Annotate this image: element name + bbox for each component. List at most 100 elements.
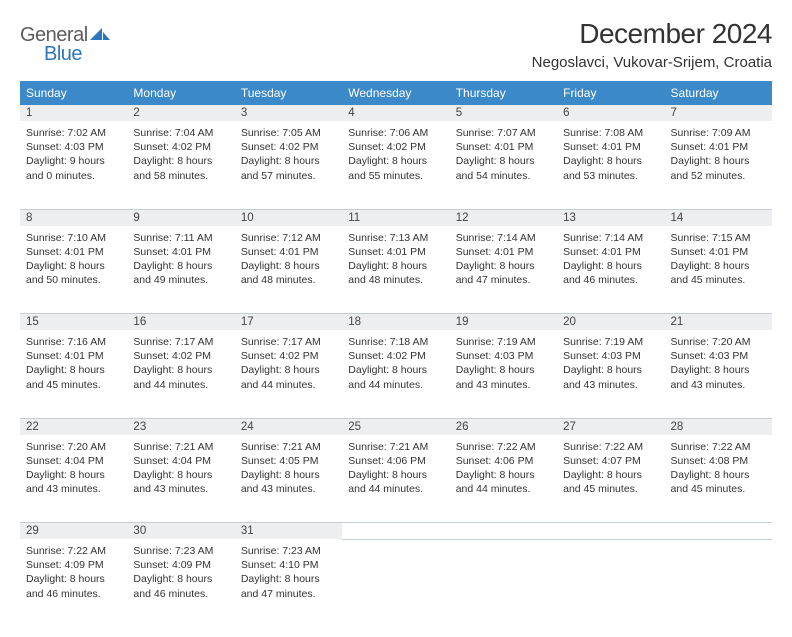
day-cell: Sunrise: 7:22 AMSunset: 4:09 PMDaylight:… [20, 539, 127, 627]
day-cell: Sunrise: 7:02 AMSunset: 4:03 PMDaylight:… [20, 121, 127, 209]
day-details: Sunrise: 7:14 AMSunset: 4:01 PMDaylight:… [561, 229, 660, 288]
location-text: Negoslavci, Vukovar-Srijem, Croatia [532, 54, 772, 71]
col-monday: Monday [127, 81, 234, 105]
day-cell [665, 539, 772, 627]
day-number-cell: 13 [557, 209, 664, 226]
day-number-cell: 26 [450, 418, 557, 435]
day-number-cell: 18 [342, 314, 449, 331]
day-cell: Sunrise: 7:13 AMSunset: 4:01 PMDaylight:… [342, 226, 449, 314]
day-details: Sunrise: 7:17 AMSunset: 4:02 PMDaylight:… [239, 333, 338, 392]
day-number-cell: 3 [235, 105, 342, 121]
week-body-row: Sunrise: 7:16 AMSunset: 4:01 PMDaylight:… [20, 330, 772, 418]
day-cell: Sunrise: 7:19 AMSunset: 4:03 PMDaylight:… [557, 330, 664, 418]
week-daynum-row: 293031 [20, 523, 772, 540]
day-cell: Sunrise: 7:20 AMSunset: 4:04 PMDaylight:… [20, 435, 127, 523]
day-number-cell: 8 [20, 209, 127, 226]
day-details: Sunrise: 7:14 AMSunset: 4:01 PMDaylight:… [454, 229, 553, 288]
day-number-cell: 7 [665, 105, 772, 121]
day-number-cell: 15 [20, 314, 127, 331]
week-body-row: Sunrise: 7:02 AMSunset: 4:03 PMDaylight:… [20, 121, 772, 209]
day-cell: Sunrise: 7:16 AMSunset: 4:01 PMDaylight:… [20, 330, 127, 418]
day-cell: Sunrise: 7:14 AMSunset: 4:01 PMDaylight:… [450, 226, 557, 314]
day-details: Sunrise: 7:13 AMSunset: 4:01 PMDaylight:… [346, 229, 445, 288]
day-details: Sunrise: 7:07 AMSunset: 4:01 PMDaylight:… [454, 124, 553, 183]
day-number-cell: 19 [450, 314, 557, 331]
day-number-cell [450, 523, 557, 540]
day-cell: Sunrise: 7:19 AMSunset: 4:03 PMDaylight:… [450, 330, 557, 418]
day-details: Sunrise: 7:19 AMSunset: 4:03 PMDaylight:… [561, 333, 660, 392]
day-number-cell: 14 [665, 209, 772, 226]
day-number-cell: 6 [557, 105, 664, 121]
day-number-cell: 27 [557, 418, 664, 435]
day-cell: Sunrise: 7:23 AMSunset: 4:10 PMDaylight:… [235, 539, 342, 627]
day-cell: Sunrise: 7:05 AMSunset: 4:02 PMDaylight:… [235, 121, 342, 209]
col-sunday: Sunday [20, 81, 127, 105]
day-details: Sunrise: 7:22 AMSunset: 4:06 PMDaylight:… [454, 438, 553, 497]
day-details: Sunrise: 7:20 AMSunset: 4:03 PMDaylight:… [669, 333, 768, 392]
day-number-cell: 10 [235, 209, 342, 226]
day-details: Sunrise: 7:20 AMSunset: 4:04 PMDaylight:… [24, 438, 123, 497]
day-number-cell: 22 [20, 418, 127, 435]
day-cell: Sunrise: 7:22 AMSunset: 4:07 PMDaylight:… [557, 435, 664, 523]
day-cell: Sunrise: 7:14 AMSunset: 4:01 PMDaylight:… [557, 226, 664, 314]
week-daynum-row: 891011121314 [20, 209, 772, 226]
day-details: Sunrise: 7:21 AMSunset: 4:05 PMDaylight:… [239, 438, 338, 497]
day-number-cell: 9 [127, 209, 234, 226]
day-number-cell: 1 [20, 105, 127, 121]
day-details: Sunrise: 7:05 AMSunset: 4:02 PMDaylight:… [239, 124, 338, 183]
col-thursday: Thursday [450, 81, 557, 105]
day-details: Sunrise: 7:06 AMSunset: 4:02 PMDaylight:… [346, 124, 445, 183]
title-block: December 2024 Negoslavci, Vukovar-Srijem… [532, 18, 772, 71]
day-number-cell: 30 [127, 523, 234, 540]
day-details: Sunrise: 7:12 AMSunset: 4:01 PMDaylight:… [239, 229, 338, 288]
day-number-cell: 11 [342, 209, 449, 226]
week-daynum-row: 1234567 [20, 105, 772, 121]
day-cell: Sunrise: 7:17 AMSunset: 4:02 PMDaylight:… [235, 330, 342, 418]
day-number-cell: 25 [342, 418, 449, 435]
day-number-cell: 28 [665, 418, 772, 435]
day-details: Sunrise: 7:02 AMSunset: 4:03 PMDaylight:… [24, 124, 123, 183]
day-details: Sunrise: 7:21 AMSunset: 4:06 PMDaylight:… [346, 438, 445, 497]
day-cell: Sunrise: 7:08 AMSunset: 4:01 PMDaylight:… [557, 121, 664, 209]
day-number-cell [665, 523, 772, 540]
week-daynum-row: 22232425262728 [20, 418, 772, 435]
day-number-cell: 4 [342, 105, 449, 121]
day-number-cell: 17 [235, 314, 342, 331]
day-cell: Sunrise: 7:07 AMSunset: 4:01 PMDaylight:… [450, 121, 557, 209]
day-cell: Sunrise: 7:10 AMSunset: 4:01 PMDaylight:… [20, 226, 127, 314]
day-cell: Sunrise: 7:23 AMSunset: 4:09 PMDaylight:… [127, 539, 234, 627]
week-daynum-row: 15161718192021 [20, 314, 772, 331]
day-details: Sunrise: 7:23 AMSunset: 4:09 PMDaylight:… [131, 542, 230, 601]
header: General Blue December 2024 Negoslavci, V… [20, 18, 772, 71]
day-cell: Sunrise: 7:18 AMSunset: 4:02 PMDaylight:… [342, 330, 449, 418]
day-number-cell: 24 [235, 418, 342, 435]
day-cell: Sunrise: 7:21 AMSunset: 4:04 PMDaylight:… [127, 435, 234, 523]
day-cell: Sunrise: 7:21 AMSunset: 4:06 PMDaylight:… [342, 435, 449, 523]
day-number-cell: 5 [450, 105, 557, 121]
day-cell: Sunrise: 7:22 AMSunset: 4:06 PMDaylight:… [450, 435, 557, 523]
day-details: Sunrise: 7:22 AMSunset: 4:07 PMDaylight:… [561, 438, 660, 497]
col-tuesday: Tuesday [235, 81, 342, 105]
day-details: Sunrise: 7:17 AMSunset: 4:02 PMDaylight:… [131, 333, 230, 392]
day-number-cell [557, 523, 664, 540]
page-title: December 2024 [532, 18, 772, 50]
col-wednesday: Wednesday [342, 81, 449, 105]
day-details: Sunrise: 7:21 AMSunset: 4:04 PMDaylight:… [131, 438, 230, 497]
day-details: Sunrise: 7:10 AMSunset: 4:01 PMDaylight:… [24, 229, 123, 288]
day-cell [557, 539, 664, 627]
day-details: Sunrise: 7:08 AMSunset: 4:01 PMDaylight:… [561, 124, 660, 183]
day-number-cell [342, 523, 449, 540]
day-number-cell: 2 [127, 105, 234, 121]
col-friday: Friday [557, 81, 664, 105]
day-details: Sunrise: 7:23 AMSunset: 4:10 PMDaylight:… [239, 542, 338, 601]
week-body-row: Sunrise: 7:20 AMSunset: 4:04 PMDaylight:… [20, 435, 772, 523]
day-number-cell: 20 [557, 314, 664, 331]
logo-sail-icon [90, 26, 110, 47]
logo-text-block: General Blue [20, 24, 110, 70]
week-body-row: Sunrise: 7:22 AMSunset: 4:09 PMDaylight:… [20, 539, 772, 627]
day-cell: Sunrise: 7:04 AMSunset: 4:02 PMDaylight:… [127, 121, 234, 209]
day-number-cell: 31 [235, 523, 342, 540]
logo-word2: Blue [44, 43, 82, 65]
day-number-cell: 29 [20, 523, 127, 540]
day-number-cell: 16 [127, 314, 234, 331]
